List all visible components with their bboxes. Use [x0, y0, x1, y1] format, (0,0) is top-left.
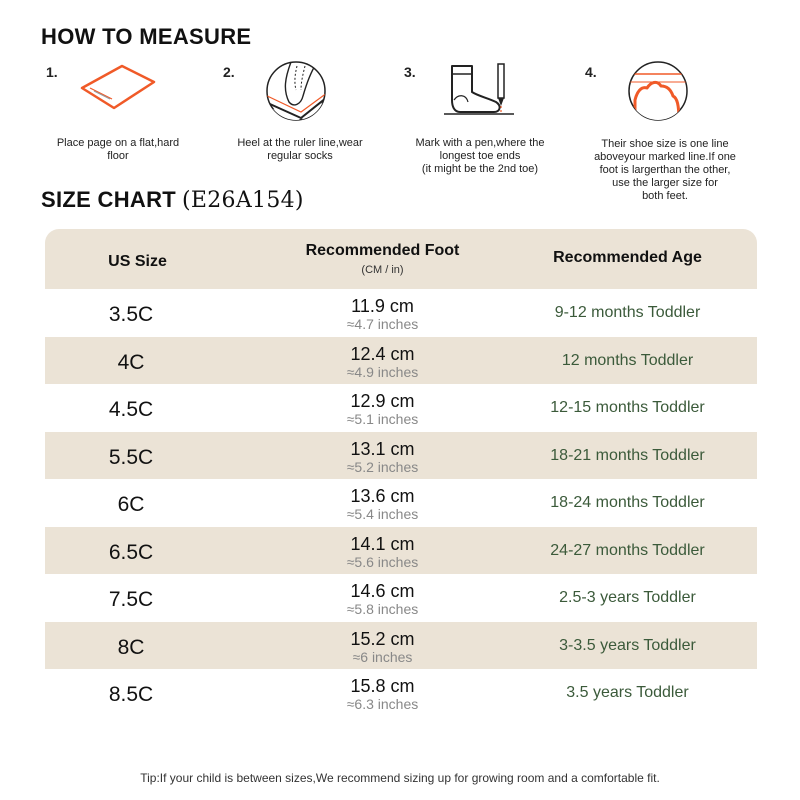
header-us-size: US Size	[108, 253, 167, 270]
step-caption: Place page on a flat,hard floor	[56, 137, 180, 162]
header-recommended-foot: Recommended Foot	[305, 242, 460, 259]
cell-foot-cm: 14.6 cm	[350, 581, 415, 601]
size-chart-title-text: SIZE CHART	[41, 187, 176, 212]
table-row: 4.5C 12.9 cm ≈5.1 inches 12-15 months Toddl…	[45, 384, 757, 432]
cell-us-size: 8C	[117, 635, 145, 659]
table-row: 6.5C 14.1 cm ≈5.6 inches 24-27 months Toddl…	[45, 526, 757, 574]
size-chart-code: (E26A154)	[182, 188, 304, 213]
cell-foot-inches: ≈5.6 inches	[346, 553, 419, 570]
cell-foot-cm: 13.6 cm	[350, 486, 415, 506]
cell-foot-inches: ≈4.7 inches	[346, 316, 419, 332]
cell-foot-inches: ≈5.8 inches	[346, 601, 419, 617]
header-foot-unit: (CM / in)	[361, 264, 404, 276]
step-3: 3. Mark with a pen,where the longest toe…	[404, 58, 564, 208]
header-recommended-age: Recommended Age	[553, 249, 702, 266]
cell-recommended-age: 3.5 years Toddler	[566, 684, 689, 701]
step-number: 1.	[46, 64, 58, 80]
step-number: 3.	[404, 64, 416, 80]
table-row: 6C 13.6 cm ≈5.4 inches 18-24 months Toddler	[45, 479, 757, 527]
sizing-tip: Tip:If your child is between sizes,We re…	[140, 771, 660, 785]
step-4: 4. Their shoe size is one line aboveyour…	[585, 58, 765, 208]
sock-pen-icon	[444, 63, 514, 115]
step-1: 1. Place page on a flat,hard floor	[46, 58, 226, 208]
cell-us-size: 4C	[117, 350, 145, 374]
table-row: 4C 12.4 cm ≈4.9 inches 12 months Toddler	[45, 336, 757, 384]
table-row: 8C 15.2 cm ≈6 inches 3-3.5 years Toddler	[45, 621, 757, 669]
step-caption: Mark with a pen,where the longest toe en…	[415, 137, 545, 175]
cell-us-size: 7.5C	[108, 588, 154, 611]
step-number: 2.	[223, 64, 235, 80]
cell-foot-inches: ≈5.4 inches	[346, 506, 419, 522]
cell-us-size: 6.5C	[108, 540, 154, 564]
cell-foot-cm: 15.8 cm	[350, 676, 415, 696]
cell-us-size: 4.5C	[108, 398, 154, 421]
cell-us-size: 8.5C	[108, 683, 154, 706]
cell-foot-cm: 12.9 cm	[350, 391, 415, 411]
cell-foot-cm: 15.2 cm	[350, 628, 415, 649]
cell-foot-inches: ≈6 inches	[352, 648, 413, 665]
cell-recommended-age: 9-12 months Toddler	[554, 304, 701, 321]
cell-recommended-age: 2.5-3 years Toddler	[559, 589, 696, 606]
cell-foot-cm: 13.1 cm	[350, 438, 415, 459]
cell-foot-cm: 14.1 cm	[350, 533, 415, 554]
table-row: 5.5C 13.1 cm ≈5.2 inches 18-21 months Toddl…	[45, 431, 757, 479]
step-2: 2. Heel at the ruler line,wear regular s…	[223, 58, 393, 208]
paper-icon	[80, 64, 156, 110]
cell-foot-cm: 11.9 cm	[351, 296, 414, 316]
cell-recommended-age: 18-21 months Toddler	[550, 446, 705, 464]
table-header: US Size Recommended Foot (CM / in) Recom…	[45, 229, 757, 289]
size-chart-table: US Size Recommended Foot (CM / in) Recom…	[45, 229, 757, 719]
size-chart-title: SIZE CHART (E26A154)	[41, 187, 304, 213]
cell-recommended-age: 24-27 months Toddler	[550, 541, 705, 559]
cell-recommended-age: 18-24 months Toddler	[550, 494, 705, 511]
cell-us-size: 5.5C	[108, 445, 154, 469]
table-row: 8.5C 15.8 cm ≈6.3 inches 3.5 years Toddler	[45, 669, 757, 717]
table-row: 7.5C 14.6 cm ≈5.8 inches 2.5-3 years Toddle…	[45, 574, 757, 622]
cell-foot-inches: ≈4.9 inches	[346, 363, 419, 380]
cell-recommended-age: 3-3.5 years Toddler	[559, 636, 696, 654]
cell-us-size: 6C	[117, 493, 145, 516]
heel-ruler-icon	[266, 61, 326, 121]
step-caption: Heel at the ruler line,wear regular sock…	[237, 137, 363, 162]
step-caption: Their shoe size is one line aboveyour ma…	[594, 138, 736, 202]
cell-foot-inches: ≈5.1 inches	[346, 411, 419, 427]
cell-recommended-age: 12 months Toddler	[561, 351, 694, 369]
step-number: 4.	[585, 64, 597, 80]
toe-line-icon	[628, 61, 688, 121]
cell-recommended-age: 12-15 months Toddler	[550, 399, 705, 416]
cell-us-size: 3.5C	[108, 303, 154, 326]
cell-foot-cm: 12.4 cm	[350, 343, 415, 364]
how-to-measure-title: HOW TO MEASURE	[41, 24, 252, 49]
cell-foot-inches: ≈6.3 inches	[346, 696, 419, 712]
cell-foot-inches: ≈5.2 inches	[346, 458, 419, 475]
table-row: 3.5C 11.9 cm ≈4.7 inches 9-12 months Toddle…	[45, 289, 757, 337]
